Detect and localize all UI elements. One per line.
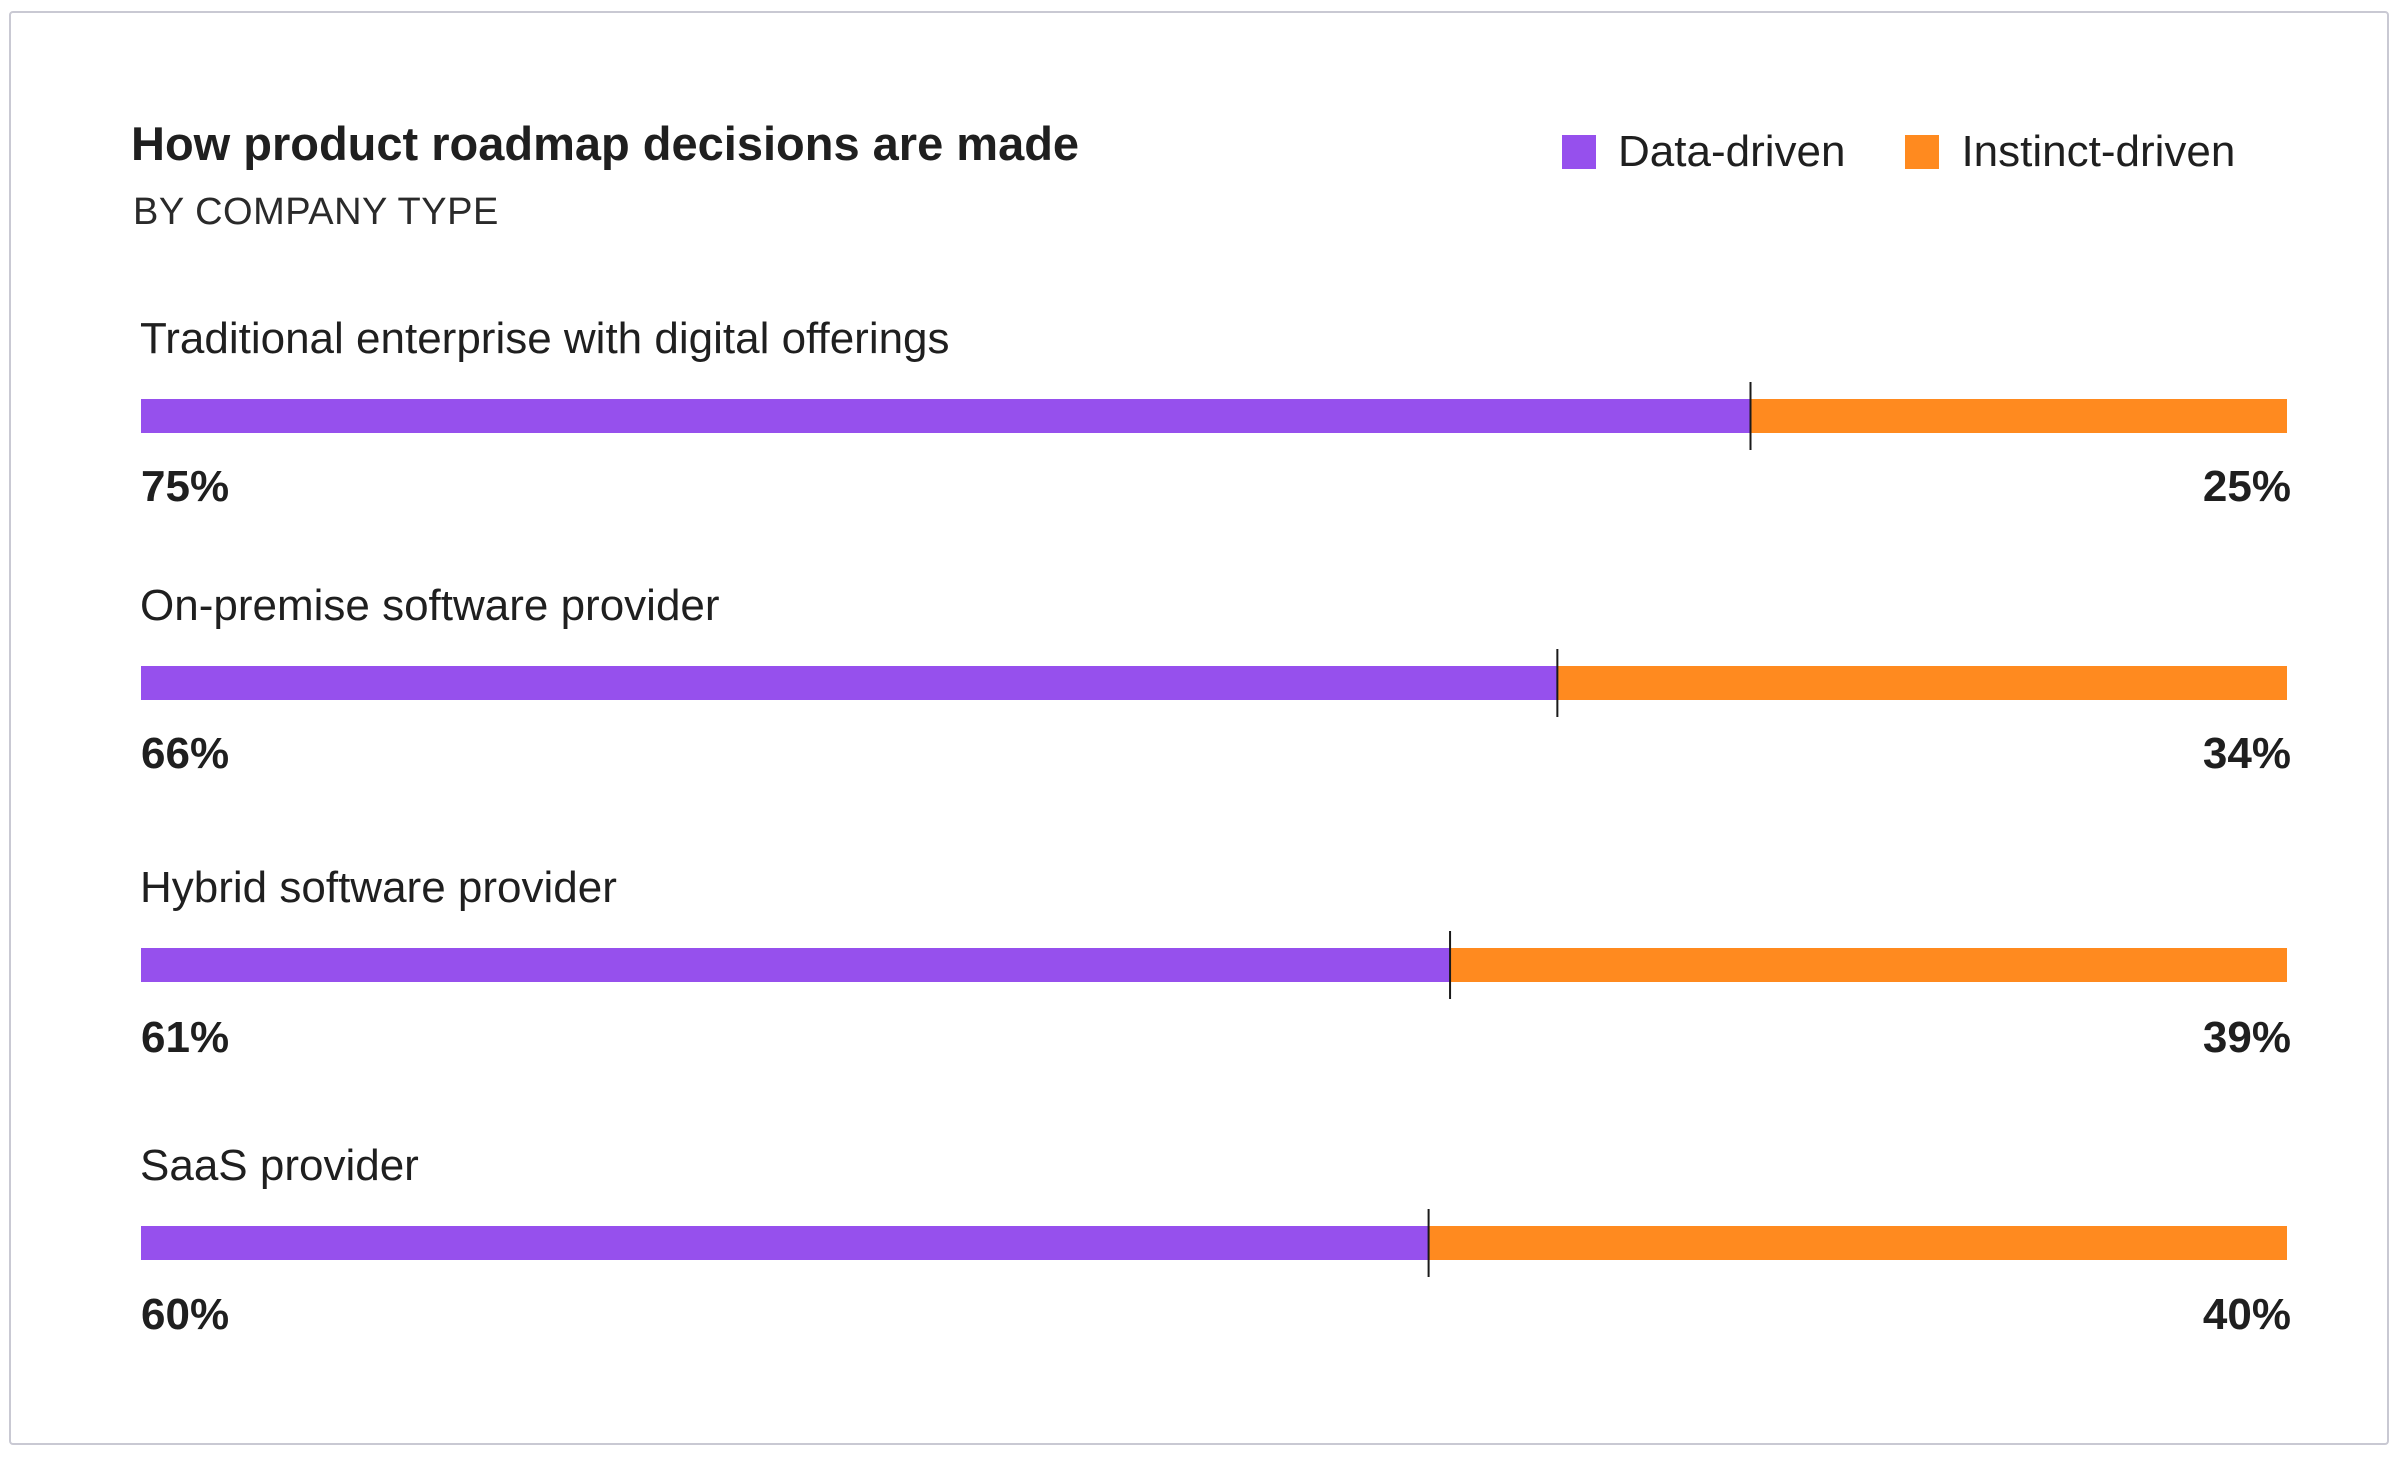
legend-item-data-driven: Data-driven	[1562, 126, 1845, 179]
bar-data-driven-on-premise	[141, 666, 1558, 700]
category-label-traditional: Traditional enterprise with digital offe…	[140, 314, 950, 363]
legend-label-instinct-driven: Instinct-driven	[1961, 127, 2236, 176]
legend-label-data-driven: Data-driven	[1618, 127, 1846, 176]
bar-instinct-driven-traditional	[1750, 399, 2287, 433]
chart-legend: Data-driven Instinct-driven	[1562, 126, 2235, 179]
data-label-data-driven-on-premise: 66%	[141, 729, 229, 778]
chart-title: How product roadmap decisions are made	[131, 117, 1080, 170]
data-label-data-driven-saas: 60%	[141, 1290, 229, 1339]
chart-card	[9, 11, 2389, 1445]
data-label-instinct-driven-traditional: 25%	[2203, 462, 2291, 511]
bar-instinct-driven-hybrid	[1450, 948, 2287, 982]
legend-item-instinct-driven: Instinct-driven	[1905, 126, 2235, 179]
legend-swatch-data-driven	[1562, 135, 1596, 170]
category-label-on-premise: On-premise software provider	[140, 581, 720, 630]
data-label-data-driven-hybrid: 61%	[141, 1013, 229, 1062]
data-label-instinct-driven-on-premise: 34%	[2203, 729, 2291, 778]
bar-data-driven-saas	[141, 1226, 1429, 1260]
bar-data-driven-hybrid	[141, 948, 1451, 982]
category-label-hybrid: Hybrid software provider	[140, 863, 617, 912]
data-label-data-driven-traditional: 75%	[141, 462, 229, 511]
legend-swatch-instinct-driven	[1905, 135, 1940, 170]
bar-data-driven-traditional	[141, 399, 1751, 433]
data-label-instinct-driven-hybrid: 39%	[2203, 1013, 2291, 1062]
data-label-instinct-driven-saas: 40%	[2203, 1290, 2291, 1339]
bar-instinct-driven-on-premise	[1557, 666, 2287, 700]
chart-subtitle: BY COMPANY TYPE	[133, 191, 499, 233]
bar-instinct-driven-saas	[1428, 1226, 2287, 1260]
category-label-saas: SaaS provider	[140, 1141, 419, 1190]
